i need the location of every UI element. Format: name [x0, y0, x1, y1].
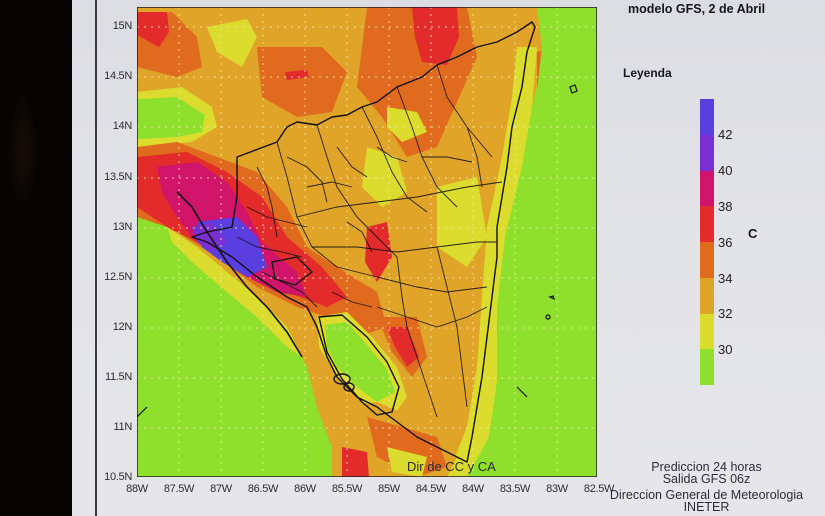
legend-title: Leyenda — [623, 66, 672, 80]
y-tick-label: 11N — [113, 421, 133, 433]
footer-institute: INETER — [683, 500, 730, 514]
color-bar-segment — [700, 206, 714, 242]
monitor-bezel — [0, 0, 72, 516]
color-bar-segment — [700, 134, 714, 171]
x-tick-label: 84.5W — [415, 483, 447, 495]
legend-tick-label: 30 — [718, 342, 733, 357]
y-tick-label: 10.5N — [104, 471, 132, 483]
legend-unit: C — [748, 226, 758, 241]
legend-tick-label: 40 — [718, 163, 733, 178]
y-tick-label: 13N — [112, 221, 133, 233]
x-tick-label: 83W — [546, 483, 568, 495]
legend-tick-label: 38 — [718, 199, 733, 214]
footer-forecast: Prediccion 24 horas — [651, 460, 762, 474]
x-tick-label: 85W — [378, 483, 400, 495]
window-edge-line — [95, 0, 97, 516]
color-bar-segment — [700, 313, 714, 350]
x-tick-label: 86W — [294, 483, 316, 495]
x-tick-label: 88W — [126, 483, 148, 495]
temperature-map — [137, 7, 597, 477]
footer-agency: Direccion General de Meteorologia — [609, 488, 804, 502]
y-tick-label: 13.5N — [104, 171, 132, 183]
y-tick-label: 12N — [112, 321, 133, 333]
y-tick-label: 14N — [112, 120, 133, 132]
color-bar-segment — [700, 277, 714, 314]
color-bar-segment — [700, 170, 714, 207]
x-tick-label: 87.5W — [163, 483, 195, 495]
x-tick-label: 84W — [462, 483, 484, 495]
color-bar-segment — [700, 242, 714, 278]
color-bar-segment — [700, 99, 714, 135]
y-tick-label: 11.5N — [104, 371, 132, 383]
y-tick-label: 14.5N — [104, 70, 132, 82]
x-tick-label: 83.5W — [499, 483, 531, 495]
color-bar — [700, 99, 714, 385]
x-tick-label: 82.5W — [583, 483, 615, 495]
map-credit: Dir de CC y CA — [407, 459, 496, 474]
color-bar-segment — [700, 349, 714, 385]
x-tick-label: 86.5W — [247, 483, 279, 495]
map-title: modelo GFS, 2 de Abril — [628, 2, 766, 16]
y-tick-label: 12.5N — [104, 271, 132, 283]
y-tick-label: 15N — [112, 20, 133, 32]
footer-run: Salida GFS 06z — [662, 472, 751, 486]
x-tick-label: 87W — [210, 483, 232, 495]
legend-tick-label: 36 — [718, 235, 733, 250]
legend-tick-label: 42 — [718, 127, 733, 142]
legend-tick-label: 34 — [718, 271, 733, 286]
legend-tick-label: 32 — [718, 306, 733, 321]
x-tick-label: 85.5W — [331, 483, 363, 495]
